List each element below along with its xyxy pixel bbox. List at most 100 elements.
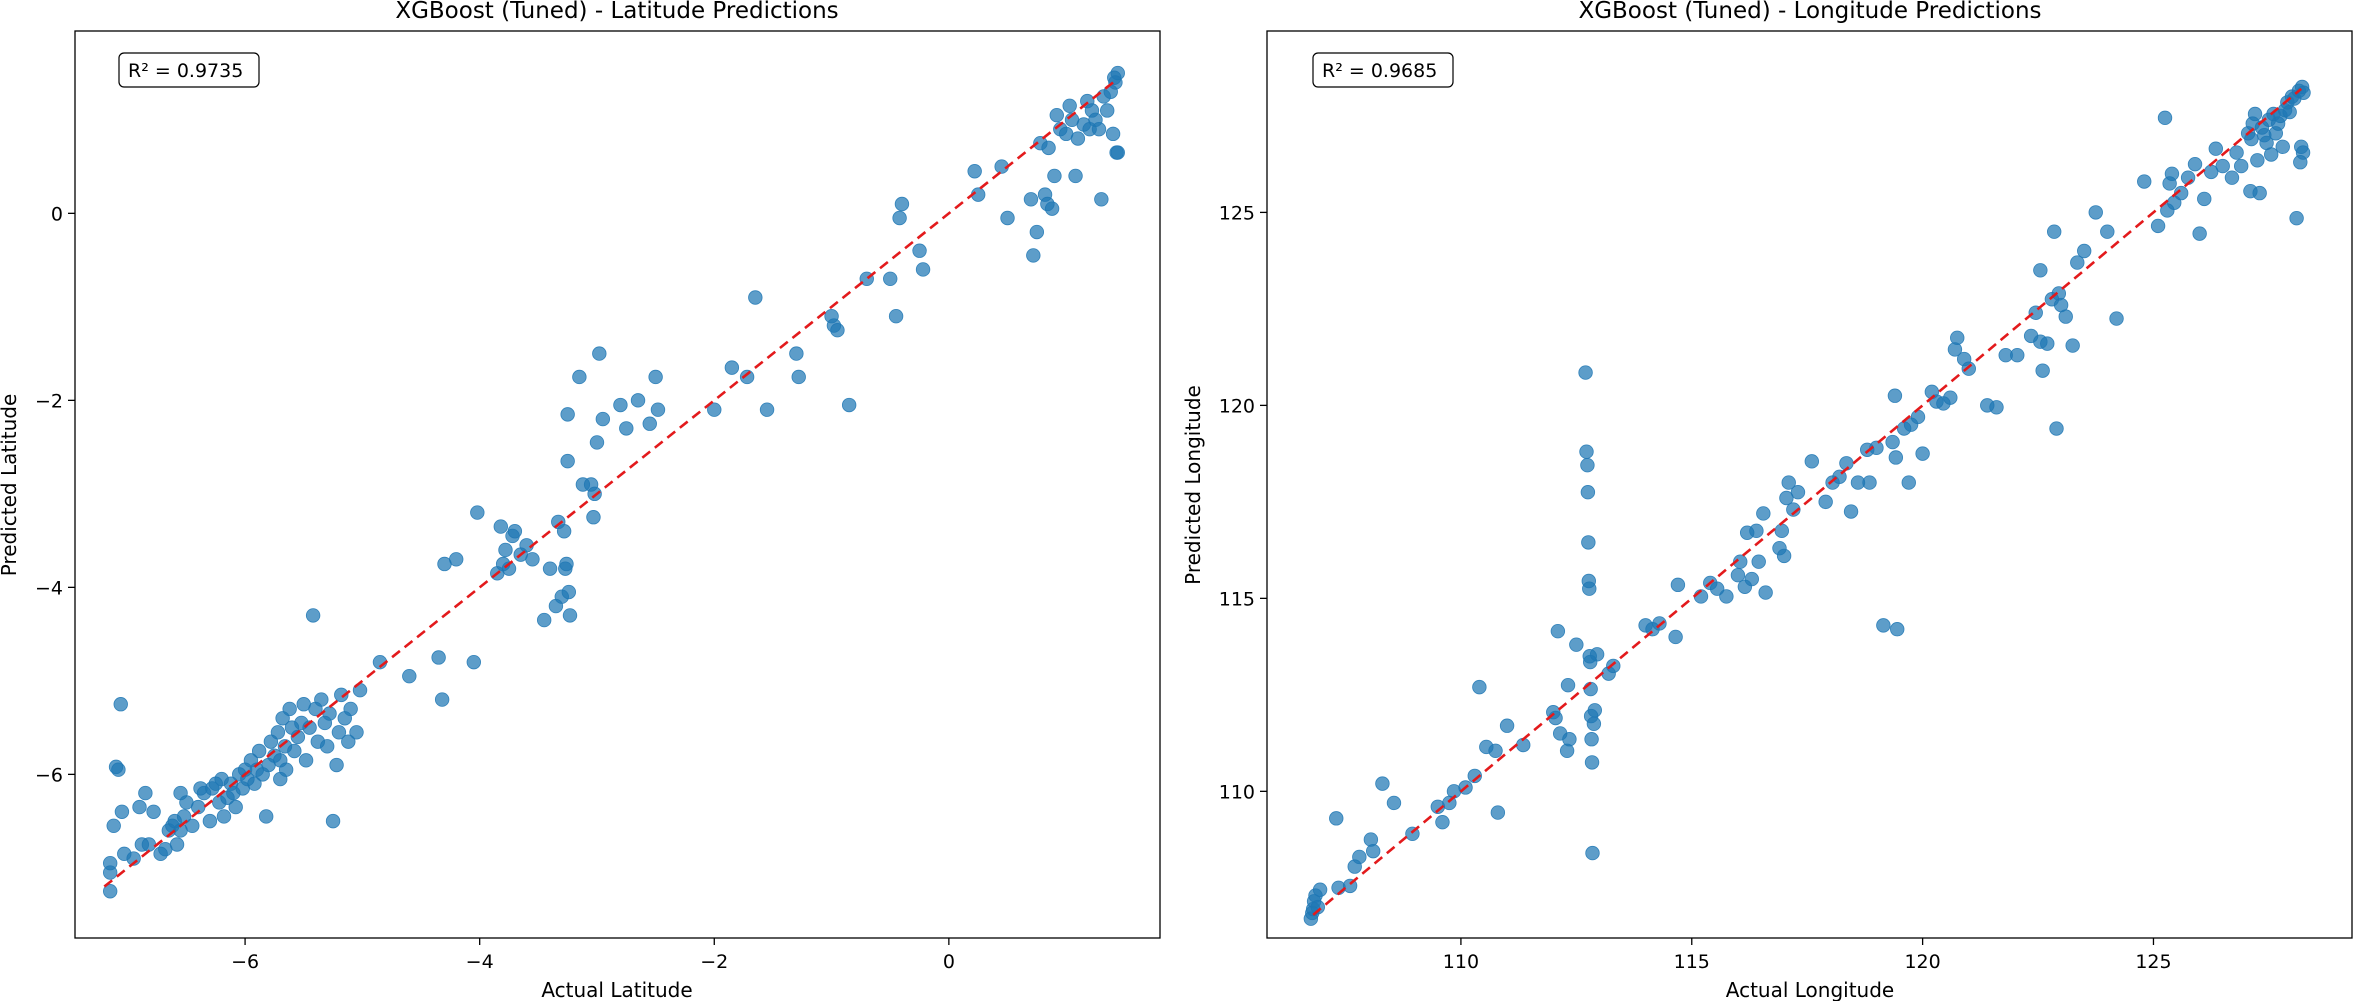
longitude-data-point [1550, 623, 1566, 639]
latitude-data-point [572, 369, 587, 385]
longitude-data-point [1580, 485, 1596, 500]
longitude-data-point [1329, 811, 1344, 826]
longitude-data-point [1781, 475, 1796, 490]
latitude-data-point [247, 776, 262, 791]
latitude-data-point [466, 654, 482, 670]
longitude-data-point [1943, 390, 1958, 405]
latitude-data-point [1023, 192, 1039, 207]
latitude-data-point [114, 804, 130, 819]
latitude-data-point [507, 524, 523, 539]
longitude-data-point [2033, 263, 2048, 278]
latitude-data-point [1044, 201, 1060, 216]
latitude-data-point [707, 402, 722, 417]
longitude-data-point [1589, 647, 1605, 662]
latitude-chart-title: XGBoost (Tuned) - Latitude Predictions [395, 0, 838, 24]
longitude-data-point [1876, 618, 1891, 633]
latitude-data-point [525, 552, 540, 567]
longitude-data-point [1758, 585, 1773, 600]
longitude-data-point [1386, 795, 1402, 811]
latitude-data-point [613, 397, 628, 413]
longitude-data-point [1804, 454, 1820, 469]
longitude-data-point [1915, 446, 1930, 461]
latitude-data-point [228, 799, 243, 815]
longitude-data-point [1749, 523, 1764, 539]
latitude-data-point [314, 692, 329, 707]
longitude-data-point [2035, 363, 2050, 378]
longitude-data-point [2065, 338, 2080, 353]
longitude-x-axis-label: Actual Longitude [1726, 978, 1895, 1001]
latitude-data-point [132, 799, 147, 815]
latitude-data-point [561, 584, 577, 600]
latitude-data-point [542, 561, 558, 576]
longitude-data-point [1312, 882, 1328, 897]
longitude-y-tick-label: 115 [1219, 588, 1255, 610]
latitude-data-point [560, 407, 575, 422]
longitude-data-point [2247, 106, 2263, 122]
longitude-data-point [1488, 743, 1503, 759]
longitude-data-point [2137, 174, 2152, 189]
latitude-data-point [1041, 140, 1056, 156]
latitude-data-point [1062, 98, 1077, 114]
latitude-data-point [648, 369, 663, 385]
latitude-data-point [748, 290, 763, 305]
latitude-data-point [1110, 65, 1125, 81]
longitude-data-point [2229, 145, 2244, 160]
latitude-panel: XGBoost (Tuned) - Latitude Predictions A… [0, 0, 1161, 1002]
longitude-data-point [1890, 622, 1905, 637]
longitude-data-point [1790, 485, 1806, 500]
longitude-data-point [2047, 224, 2062, 239]
longitude-data-point [2173, 185, 2189, 201]
latitude-data-point [759, 402, 775, 417]
latitude-plot-frame [74, 30, 1161, 939]
latitude-y-tick-label: −2 [35, 390, 63, 412]
latitude-data-point [589, 435, 605, 450]
latitude-data-point [791, 369, 806, 385]
latitude-data-point [434, 692, 450, 707]
longitude-data-point [1606, 658, 1621, 674]
latitude-data-point [1070, 131, 1086, 146]
latitude-data-point [282, 701, 297, 717]
longitude-data-point [2088, 205, 2103, 220]
latitude-data-point [560, 453, 575, 469]
longitude-data-point [1786, 502, 1801, 517]
longitude-data-point [1668, 629, 1683, 645]
longitude-data-point [1435, 815, 1450, 830]
latitude-data-point [587, 486, 602, 502]
latitude-data-point [1068, 168, 1083, 184]
latitude-y-tick-label: −6 [35, 764, 63, 786]
latitude-data-point [305, 608, 321, 623]
longitude-reference-line [1312, 87, 2303, 916]
latitude-data-point [592, 346, 607, 361]
latitude-data-point [470, 505, 485, 520]
longitude-data-point [1587, 703, 1603, 718]
longitude-data-point [1709, 581, 1725, 596]
longitude-data-point [1584, 732, 1599, 747]
longitude-data-point [2252, 185, 2267, 201]
longitude-data-point [1670, 577, 1686, 593]
latitude-data-point [102, 855, 118, 871]
longitude-r2-annotation: R² = 0.9685 [1322, 60, 1437, 82]
longitude-data-point [1843, 504, 1859, 519]
latitude-data-point [1047, 168, 1062, 184]
longitude-data-point [1751, 554, 1766, 569]
longitude-ticks: 110 115 120 125 110 115 120 125 [1219, 202, 2172, 973]
longitude-data-point [2295, 145, 2311, 160]
longitude-data-point [2192, 226, 2207, 241]
longitude-data-point [1352, 849, 1367, 865]
latitude-data-point [841, 397, 857, 413]
latitude-data-point [449, 552, 464, 567]
longitude-data-point [1581, 535, 1596, 550]
longitude-plot-frame [1266, 30, 2353, 939]
longitude-data-point [1548, 710, 1563, 726]
longitude-r2-box [1312, 52, 1454, 88]
latitude-r2-annotation: R² = 0.9735 [128, 60, 243, 82]
latitude-data-point [892, 210, 907, 226]
longitude-data-point [1560, 677, 1576, 693]
longitude-chart-title: XGBoost (Tuned) - Longitude Predictions [1578, 0, 2041, 24]
longitude-data-point [1950, 330, 1965, 346]
latitude-data-point [883, 271, 898, 286]
latitude-data-point [113, 697, 128, 712]
latitude-data-point [556, 524, 572, 539]
latitude-data-point [329, 757, 344, 773]
